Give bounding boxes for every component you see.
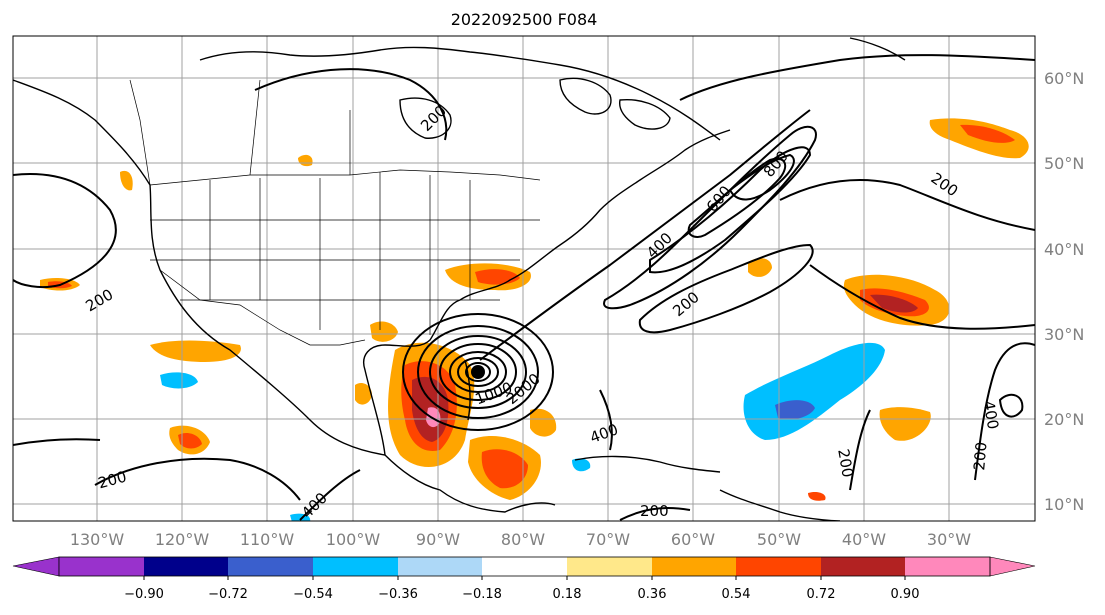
colorbar-tick-label: −0.90 bbox=[124, 587, 164, 602]
contour-label: 200 bbox=[640, 502, 669, 520]
colorbar-segment bbox=[567, 557, 652, 576]
colorbar-segment bbox=[144, 557, 228, 576]
lon-label: 110°W bbox=[240, 530, 295, 549]
lon-label: 30°W bbox=[927, 530, 971, 549]
colorbar-tick-label: −0.18 bbox=[462, 587, 502, 602]
lat-label: 30°N bbox=[1044, 325, 1084, 344]
lon-label: 90°W bbox=[416, 530, 460, 549]
lon-label: 40°W bbox=[842, 530, 886, 549]
longitude-labels: 130°W 120°W 110°W 100°W 90°W 80°W 70°W 6… bbox=[70, 530, 971, 549]
colorbar-segment bbox=[398, 557, 482, 576]
colorbar-tick-label: −0.54 bbox=[293, 587, 333, 602]
coastlines bbox=[13, 37, 906, 521]
colorbar-tick-label: 0.90 bbox=[891, 587, 920, 602]
lon-label: 70°W bbox=[586, 530, 630, 549]
map-frame bbox=[12, 35, 1036, 522]
colorbar-segment bbox=[989, 556, 1036, 577]
colorbar: −0.90 −0.72 −0.54 −0.36 −0.18 0.18 0.36 … bbox=[12, 556, 1036, 602]
colorbar-segment bbox=[905, 557, 990, 576]
colorbar-segment bbox=[652, 557, 736, 576]
colorbar-segment bbox=[821, 557, 905, 576]
lat-label: 20°N bbox=[1044, 410, 1084, 429]
colorbar-segment bbox=[12, 556, 60, 577]
contour-lines bbox=[13, 54, 1035, 521]
colorbar-ticks bbox=[143, 576, 906, 580]
colorbar-tick-label: 0.18 bbox=[553, 587, 582, 602]
lat-label: 50°N bbox=[1044, 154, 1084, 173]
map-title: 2022092500 F084 bbox=[451, 10, 598, 29]
contour-label: 200 bbox=[970, 441, 990, 471]
colorbar-segment bbox=[228, 557, 313, 576]
contour-label: 200 bbox=[834, 447, 857, 478]
lat-label: 10°N bbox=[1044, 495, 1084, 514]
lon-label: 60°W bbox=[671, 530, 715, 549]
lat-label: 60°N bbox=[1044, 69, 1084, 88]
colorbar-segment bbox=[482, 557, 567, 576]
colorbar-tick-label: 0.54 bbox=[722, 587, 751, 602]
map-panel: 200 200 200 200 200 200 200 200 400 400 … bbox=[12, 35, 1036, 522]
lon-label: 100°W bbox=[326, 530, 381, 549]
lon-label: 120°W bbox=[155, 530, 210, 549]
lon-label: 50°W bbox=[757, 530, 801, 549]
colorbar-tick-label: −0.72 bbox=[208, 587, 248, 602]
contour-label: 400 bbox=[979, 399, 1002, 430]
latitude-labels: 10°N 20°N 30°N 40°N 50°N 60°N bbox=[1044, 69, 1084, 514]
lon-label: 130°W bbox=[70, 530, 125, 549]
lat-label: 40°N bbox=[1044, 240, 1084, 259]
colorbar-tick-label: −0.36 bbox=[378, 587, 418, 602]
colorbar-frame bbox=[58, 556, 991, 577]
colorbar-segment bbox=[59, 557, 144, 576]
colorbar-tick-label: 0.36 bbox=[638, 587, 667, 602]
storm-center bbox=[471, 365, 485, 379]
colorbar-segment bbox=[313, 557, 398, 576]
lon-label: 80°W bbox=[501, 530, 545, 549]
colorbar-segment bbox=[736, 557, 821, 576]
colorbar-tick-label: 0.72 bbox=[807, 587, 836, 602]
political-borders bbox=[129, 79, 541, 346]
